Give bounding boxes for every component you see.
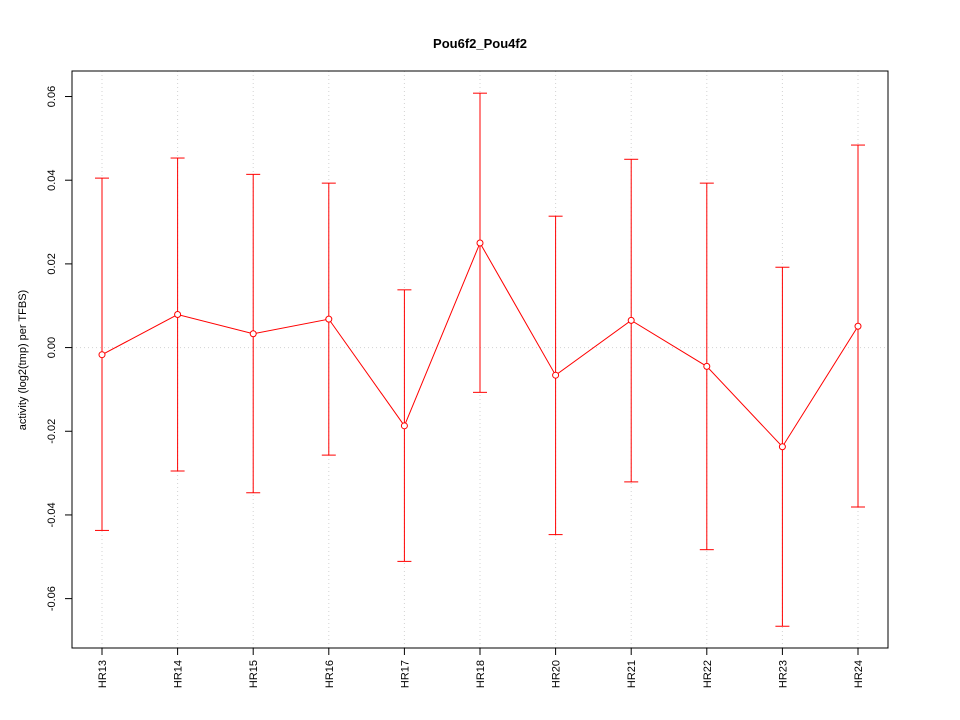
data-point-HR22 — [703, 362, 711, 370]
data-point-HR21 — [627, 316, 635, 324]
y-tick-label: 0.00 — [46, 337, 58, 358]
y-tick-label: -0.06 — [46, 586, 58, 611]
x-tick-label: HR15 — [248, 660, 260, 688]
data-point-HR17 — [400, 422, 408, 430]
x-tick-label: HR16 — [324, 660, 336, 688]
data-point-HR14 — [174, 311, 182, 319]
y-tick-label: 0.06 — [46, 86, 58, 107]
x-tick-label: HR18 — [475, 660, 487, 688]
x-tick-label: HR20 — [551, 660, 563, 688]
series-marks — [95, 92, 865, 627]
x-tick-label: HR17 — [399, 660, 411, 688]
y-tick-label: -0.02 — [46, 419, 58, 444]
chart-title: Pou6f2_Pou4f2 — [433, 36, 527, 51]
x-tick-label: HR14 — [173, 660, 185, 688]
data-point-HR13 — [98, 351, 106, 359]
data-point-HR15 — [249, 330, 257, 338]
data-point-HR18 — [476, 239, 484, 247]
x-tick-label: HR24 — [853, 660, 865, 688]
y-axis: -0.06 -0.04 -0.02 0.00 0.02 0.04 0.06 — [46, 86, 72, 611]
x-tick-label: HR22 — [702, 660, 714, 688]
data-point-HR24 — [854, 322, 862, 330]
x-tick-label: HR21 — [626, 660, 638, 688]
y-tick-label: -0.04 — [46, 502, 58, 527]
plot-frame — [71, 70, 889, 649]
data-point-HR16 — [325, 315, 333, 323]
y-tick-label: 0.04 — [46, 169, 58, 190]
x-axis: HR13 HR14 HR15 HR16 HR17 HR18 HR20 HR21 HR22 HR23… — [97, 648, 865, 688]
x-tick-label: HR13 — [97, 660, 109, 688]
y-axis-label: activity (log2(tmp) per TFBS) — [17, 290, 29, 430]
x-tick-label: HR23 — [777, 660, 789, 688]
y-tick-label: 0.02 — [46, 253, 58, 274]
data-point-HR20 — [552, 371, 560, 379]
data-point-HR23 — [778, 443, 786, 451]
